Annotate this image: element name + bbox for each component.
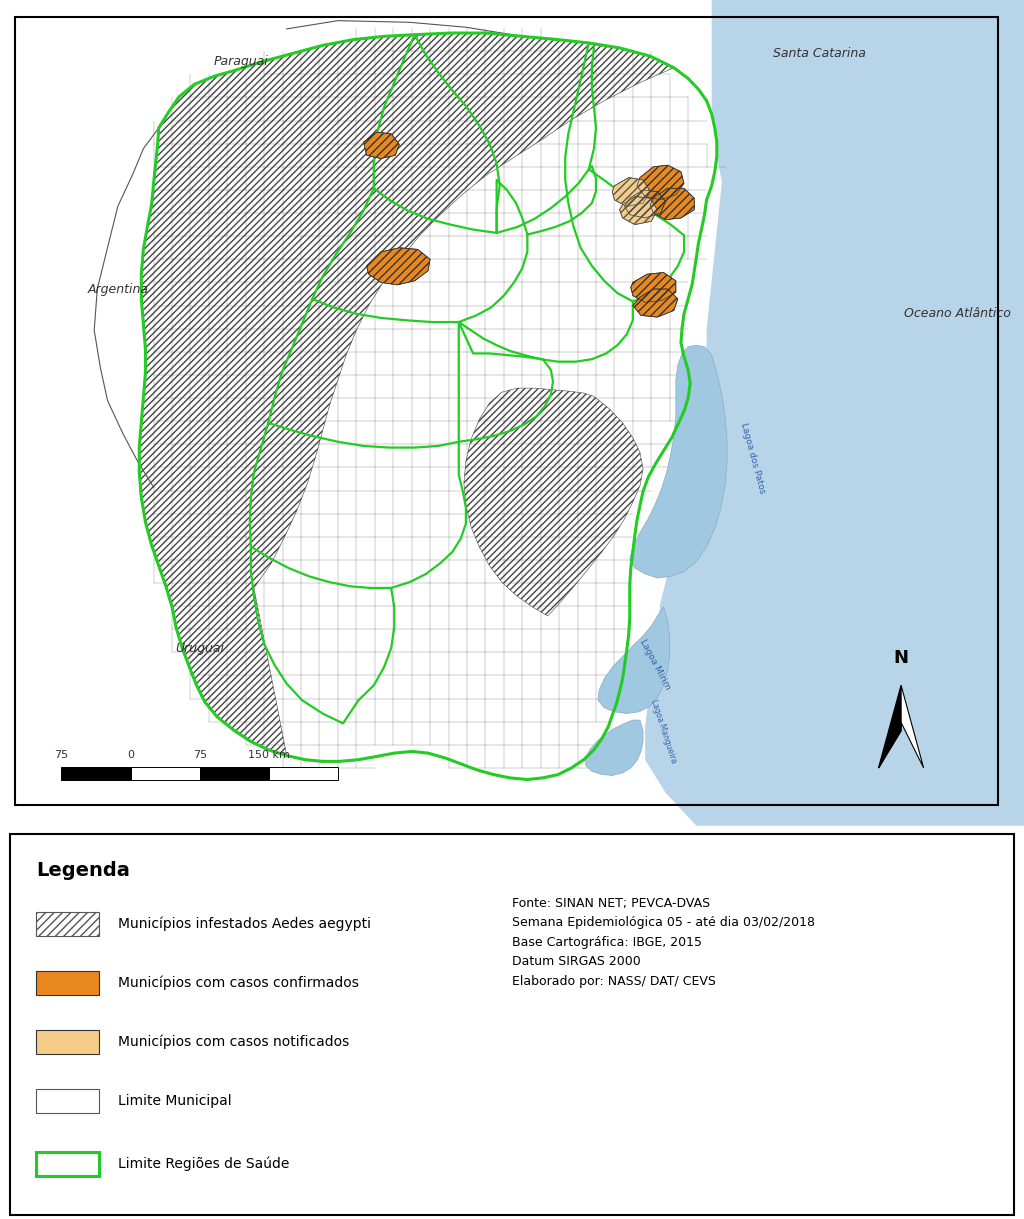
Polygon shape bbox=[367, 247, 430, 285]
Bar bbox=[131, 767, 200, 780]
Polygon shape bbox=[879, 723, 901, 768]
Bar bbox=[268, 767, 338, 780]
Bar bbox=[36, 912, 99, 936]
Bar bbox=[36, 972, 99, 995]
Text: Lagoa Mirim: Lagoa Mirim bbox=[638, 638, 673, 691]
Polygon shape bbox=[139, 33, 674, 756]
Polygon shape bbox=[464, 388, 643, 616]
Text: Lagoa Mangueira: Lagoa Mangueira bbox=[649, 697, 678, 764]
Text: Limite Regiões de Saúde: Limite Regiões de Saúde bbox=[118, 1157, 289, 1171]
Polygon shape bbox=[139, 33, 717, 779]
Text: 75: 75 bbox=[54, 750, 69, 759]
Bar bbox=[36, 1152, 99, 1176]
Text: Uruguai: Uruguai bbox=[175, 641, 224, 655]
Polygon shape bbox=[631, 273, 676, 302]
Bar bbox=[200, 767, 268, 780]
Polygon shape bbox=[620, 196, 657, 224]
Polygon shape bbox=[586, 720, 643, 775]
Text: Paraguai: Paraguai bbox=[213, 55, 268, 68]
Text: 150 km: 150 km bbox=[248, 750, 290, 759]
Text: Oceano Atlântico: Oceano Atlântico bbox=[904, 307, 1011, 321]
Text: 75: 75 bbox=[193, 750, 207, 759]
Polygon shape bbox=[901, 685, 924, 768]
Text: 0: 0 bbox=[127, 750, 134, 759]
Polygon shape bbox=[598, 607, 670, 713]
Text: N: N bbox=[894, 650, 908, 667]
Bar bbox=[36, 1030, 99, 1054]
Polygon shape bbox=[645, 0, 1024, 825]
Text: Santa Catarina: Santa Catarina bbox=[773, 48, 865, 60]
Polygon shape bbox=[637, 165, 684, 200]
Polygon shape bbox=[625, 190, 666, 218]
Bar bbox=[61, 767, 131, 780]
Polygon shape bbox=[650, 188, 694, 219]
Text: Argentina: Argentina bbox=[87, 283, 148, 295]
Polygon shape bbox=[879, 685, 901, 768]
Text: Municípios com casos confirmados: Municípios com casos confirmados bbox=[118, 976, 358, 990]
Text: Limite Municipal: Limite Municipal bbox=[118, 1093, 231, 1108]
Polygon shape bbox=[630, 345, 727, 578]
Text: Municípios infestados Aedes aegypti: Municípios infestados Aedes aegypti bbox=[118, 917, 371, 931]
Text: Fonte: SINAN NET; PEVCA-DVAS
Semana Epidemiológica 05 - até dia 03/02/2018
Base : Fonte: SINAN NET; PEVCA-DVAS Semana Epid… bbox=[512, 896, 815, 987]
Text: Legenda: Legenda bbox=[36, 861, 130, 880]
Text: Lagoa dos Patos: Lagoa dos Patos bbox=[739, 422, 766, 495]
Polygon shape bbox=[612, 178, 650, 206]
Polygon shape bbox=[633, 289, 678, 317]
Text: Municípios com casos notificados: Municípios com casos notificados bbox=[118, 1035, 349, 1050]
Bar bbox=[36, 1090, 99, 1113]
Polygon shape bbox=[364, 132, 399, 158]
